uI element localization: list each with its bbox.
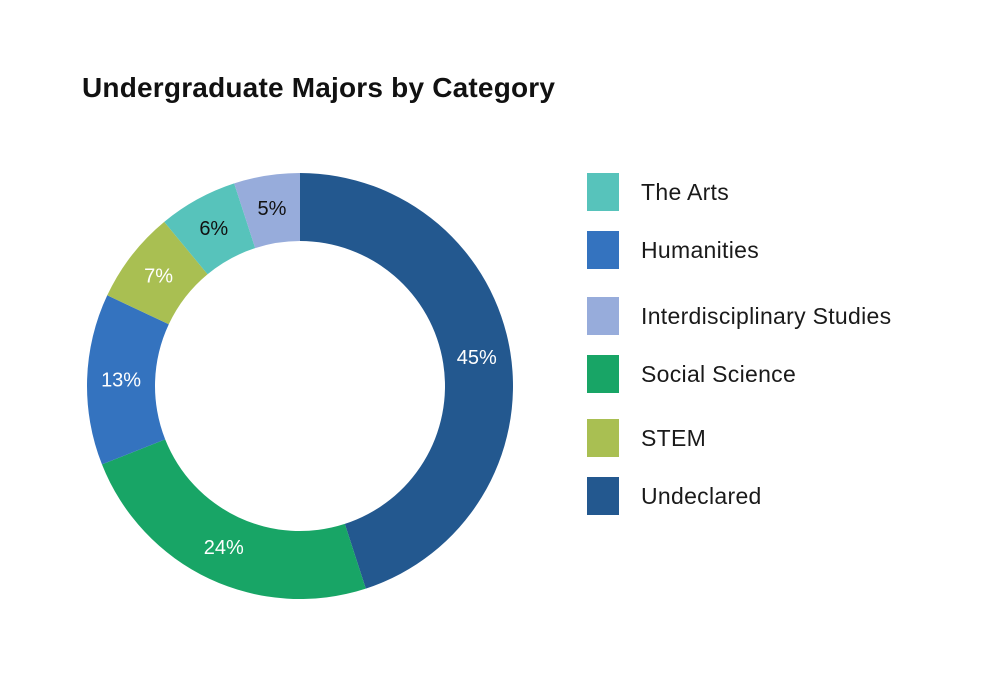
- slice-label-stem: 7%: [144, 265, 173, 287]
- legend-item-the-arts: The Arts: [587, 173, 729, 211]
- slice-undeclared: [300, 173, 513, 589]
- legend-item-undeclared: Undeclared: [587, 477, 762, 515]
- legend-swatch-social-science: [587, 355, 619, 393]
- legend-item-interdisciplinary-studies: Interdisciplinary Studies: [587, 297, 891, 335]
- slice-the-arts: [164, 183, 256, 275]
- legend-label-social-science: Social Science: [641, 360, 797, 387]
- slice-label-undeclared: 45%: [457, 347, 497, 369]
- slice-label-the-arts: 6%: [199, 218, 228, 240]
- slice-humanities: [87, 295, 169, 465]
- legend-swatch-stem: [587, 419, 619, 457]
- slice-label-interdisciplinary-studies: 5%: [258, 198, 287, 220]
- chart-title: Undergraduate Majors by Category: [82, 72, 556, 103]
- slice-stem: [107, 221, 208, 325]
- legend-label-humanities: Humanities: [641, 236, 760, 263]
- legend-label-undeclared: Undeclared: [641, 482, 762, 509]
- chart-legend: The Arts Humanities Interdisciplinary Stud…: [587, 0, 977, 677]
- legend-swatch-interdisciplinary-studies: [587, 297, 619, 335]
- legend-item-social-science: Social Science: [587, 355, 796, 393]
- slice-social-science: [101, 439, 366, 599]
- legend-item-stem: STEM: [587, 419, 706, 457]
- legend-label-interdisciplinary-studies: Interdisciplinary Studies: [641, 302, 892, 329]
- slice-label-social-science: 24%: [204, 537, 244, 559]
- legend-swatch-humanities: [587, 231, 619, 269]
- legend-label-the-arts: The Arts: [641, 178, 730, 205]
- legend-label-stem: STEM: [641, 424, 707, 451]
- slice-interdisciplinary-studies: [234, 173, 300, 249]
- slice-label-humanities: 13%: [101, 369, 141, 391]
- legend-item-humanities: Humanities: [587, 231, 759, 269]
- legend-swatch-the-arts: [587, 173, 619, 211]
- legend-swatch-undeclared: [587, 477, 619, 515]
